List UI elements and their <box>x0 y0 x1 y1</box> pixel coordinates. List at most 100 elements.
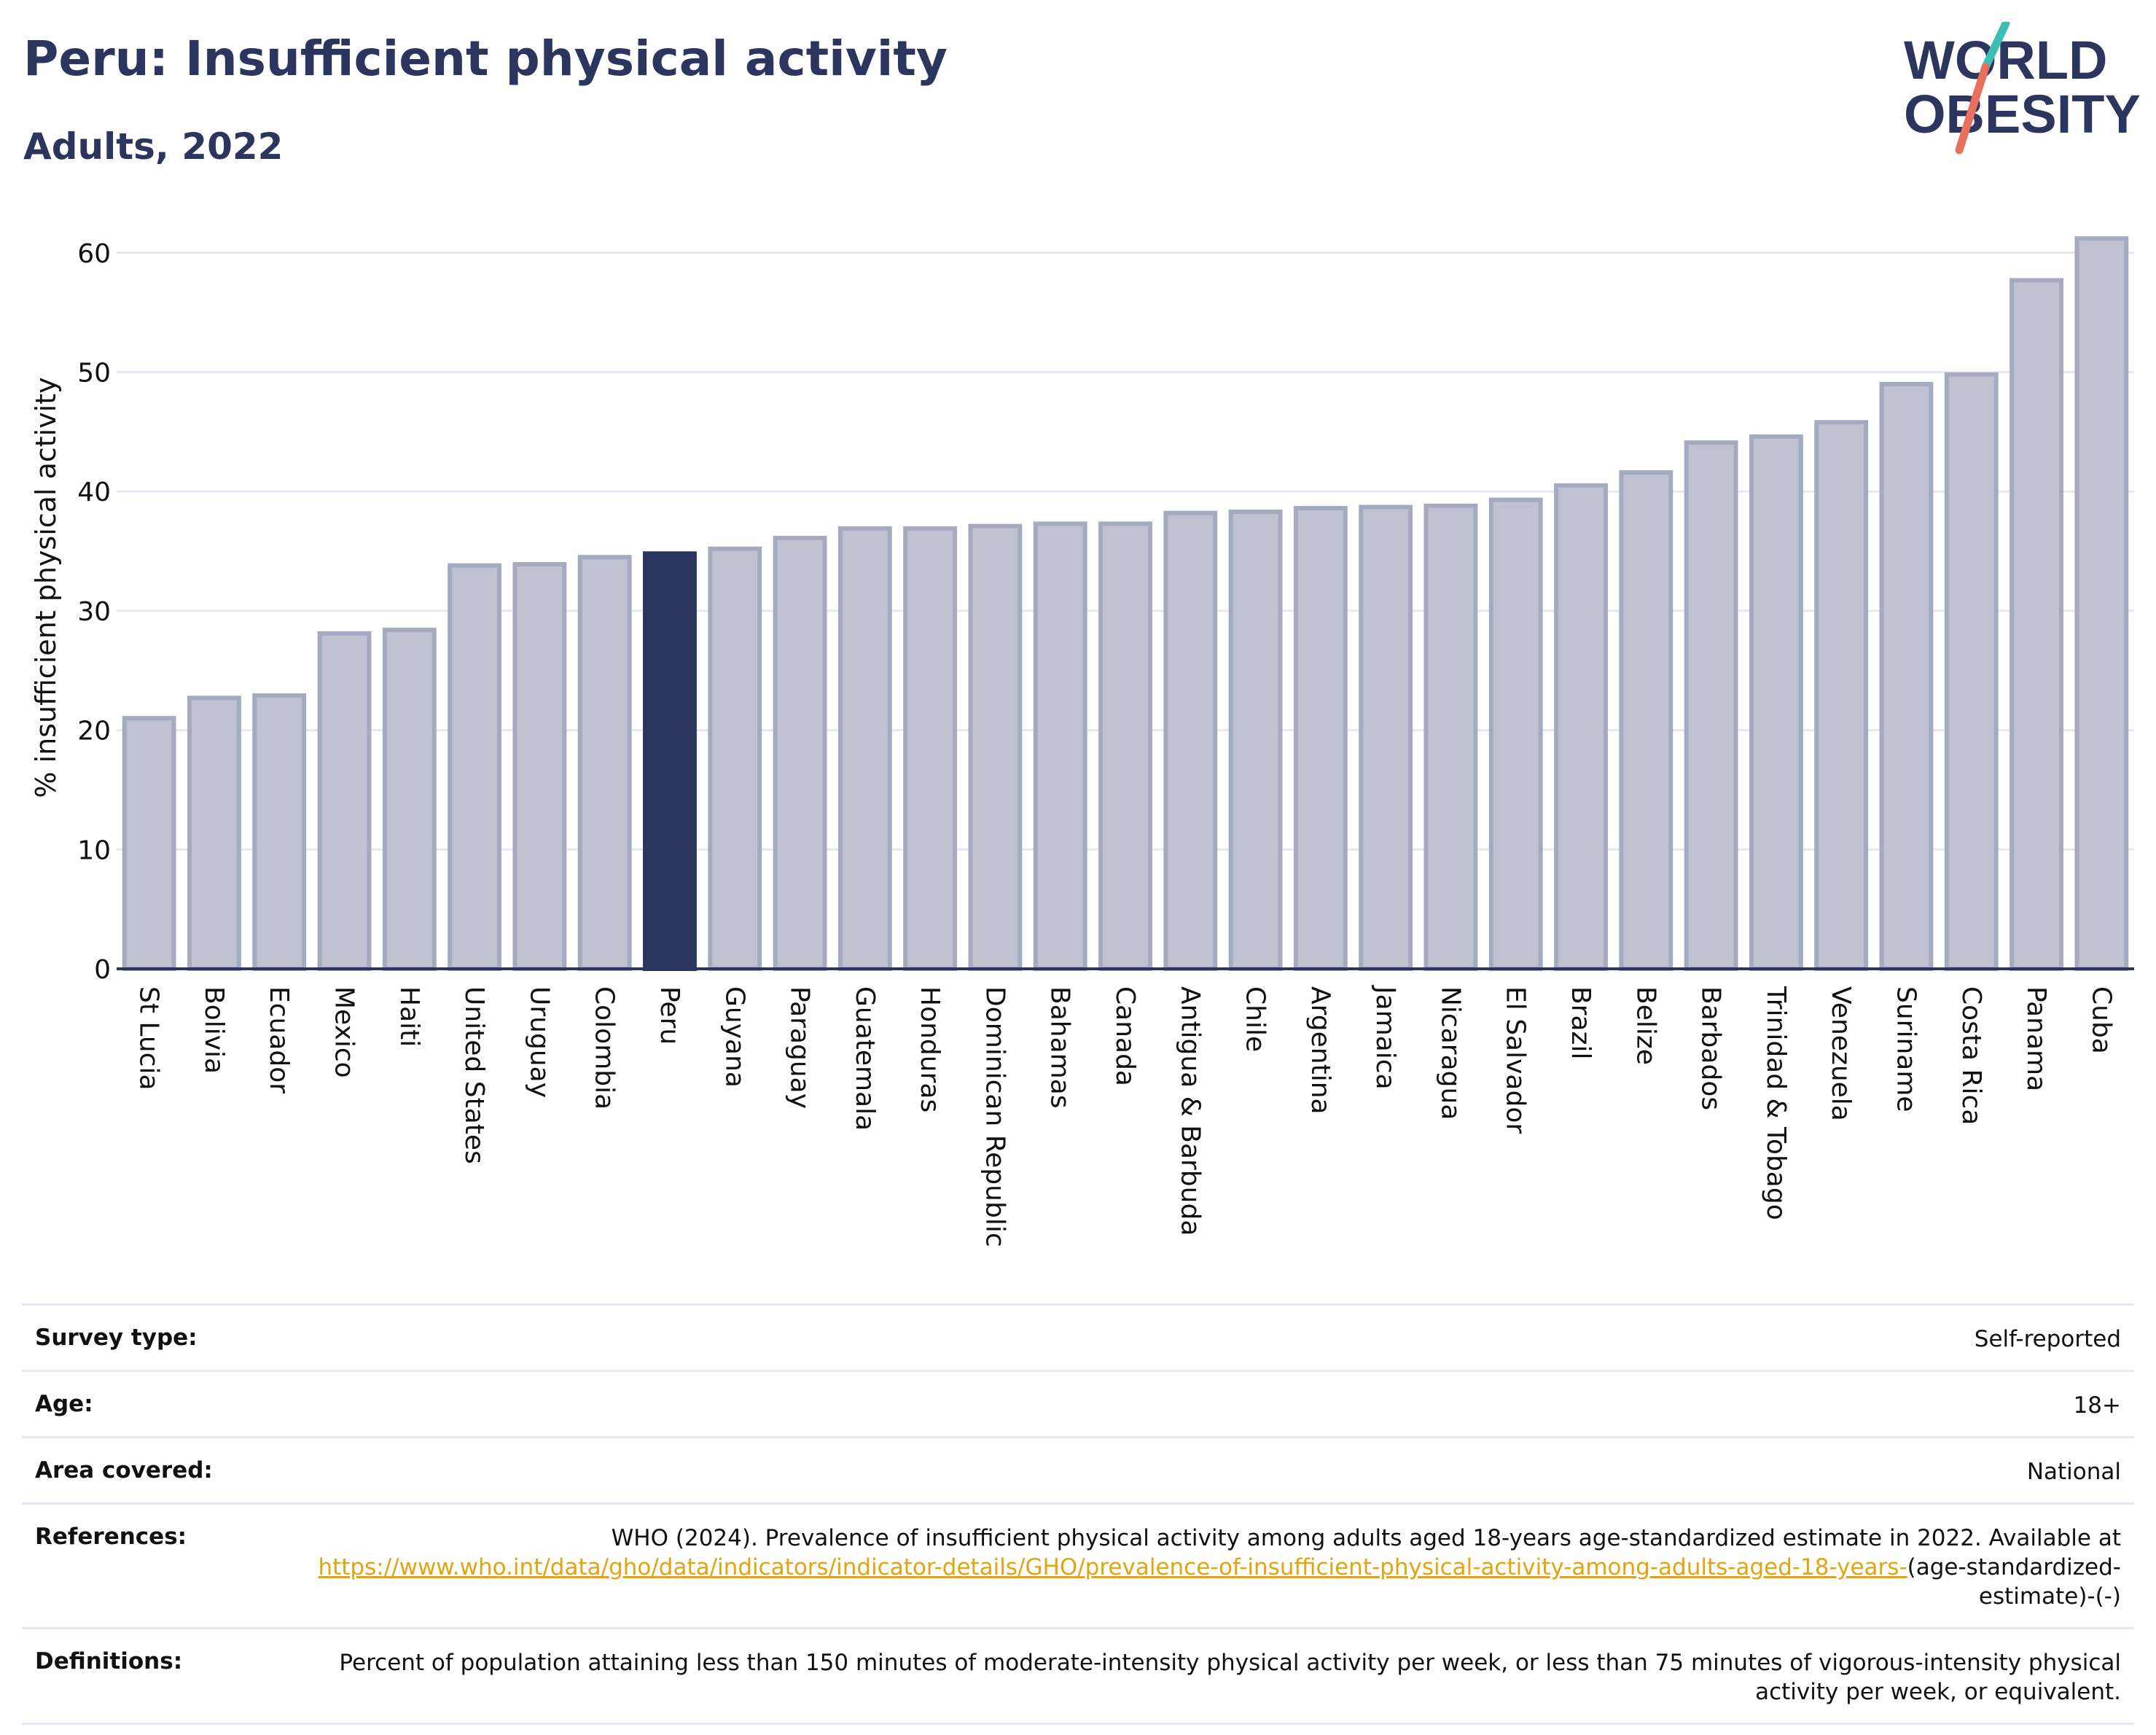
x-tick-label: Nicaragua <box>1435 986 1465 1120</box>
bar-dominican-republic <box>968 523 1023 971</box>
definitions-value: Percent of population attaining less tha… <box>339 1650 2121 1705</box>
x-tick-label: Guyana <box>719 986 749 1088</box>
x-tick-label: Uruguay <box>524 986 554 1098</box>
x-tick-label: Panama <box>2021 986 2051 1091</box>
bar-chart: 0 10 20 30 40 50 60 St Lucia Bolivia Ecuador Mexi… <box>30 236 2134 1247</box>
x-tick-label: Canada <box>1110 986 1140 1086</box>
bar-el-salvador <box>1488 497 1543 971</box>
bar-united-states <box>448 563 502 971</box>
bar-bolivia <box>187 695 241 971</box>
x-tick-labels: St Lucia Bolivia Ecuador Mexico Haiti United … <box>134 985 2117 1247</box>
bar-cuba <box>2074 236 2129 971</box>
x-tick-label: Cuba <box>2086 986 2116 1054</box>
bars <box>122 236 2129 971</box>
survey-type-label: Survey type: <box>35 1325 198 1351</box>
x-tick-label: Barbados <box>1696 986 1726 1110</box>
info-row-age: Age: 18+ <box>22 1370 2134 1436</box>
x-tick-label: St Lucia <box>134 986 164 1091</box>
y-tick-label: 40 <box>77 477 111 507</box>
y-tick-label: 60 <box>77 239 111 269</box>
bar-guyana <box>708 546 762 971</box>
definitions-label: Definitions: <box>35 1648 183 1674</box>
references-suffix: (age-standardized-estimate)-(-) <box>1907 1554 2121 1610</box>
age-label: Age: <box>35 1391 93 1417</box>
x-tick-label: Bahamas <box>1045 986 1075 1109</box>
references-text: WHO (2024). Prevalence of insufficient p… <box>611 1525 2121 1551</box>
bar-venezuela <box>1814 420 1869 971</box>
info-row-references: References: WHO (2024). Prevalence of in… <box>22 1502 2134 1627</box>
y-axis-label: % insufficient physical activity <box>30 377 62 798</box>
area-label: Area covered: <box>35 1457 213 1483</box>
bar-st-lucia <box>122 716 176 971</box>
area-value: National <box>2026 1459 2121 1485</box>
bar-peru <box>643 551 697 971</box>
info-table: Survey type: Self-reported Age: 18+ Area… <box>22 1303 2134 1725</box>
x-tick-label: Honduras <box>915 986 945 1112</box>
x-tick-label: Brazil <box>1566 986 1595 1059</box>
references-label: References: <box>35 1524 187 1550</box>
x-tick-label: Trinidad & Tobago <box>1761 986 1791 1220</box>
x-tick-label: Belize <box>1630 986 1660 1065</box>
bar-nicaragua <box>1423 503 1478 971</box>
logo-line2: OBESITY <box>1904 84 2141 144</box>
x-tick-label: Guatemala <box>850 986 880 1131</box>
bar-jamaica <box>1359 504 1413 971</box>
info-row-definitions: Definitions: Percent of population attai… <box>22 1627 2134 1725</box>
x-tick-label: Dominican Republic <box>980 986 1009 1247</box>
x-tick-label: Bolivia <box>199 986 229 1074</box>
bar-honduras <box>903 526 958 971</box>
x-tick-label: Jamaica <box>1370 985 1400 1090</box>
bar-panama <box>2009 278 2063 971</box>
page-subtitle: Adults, 2022 <box>23 125 284 168</box>
bar-barbados <box>1684 440 1738 971</box>
y-tick-label: 30 <box>77 597 111 627</box>
bar-belize <box>1619 470 1673 971</box>
age-value: 18+ <box>2073 1392 2121 1419</box>
logo-line1: WORLD <box>1904 30 2108 90</box>
page-title: Peru: Insufficient physical activity <box>23 31 948 87</box>
bar-colombia <box>577 555 632 971</box>
info-row-survey-type: Survey type: Self-reported <box>22 1303 2134 1370</box>
x-tick-label: Chile <box>1241 986 1270 1052</box>
bar-paraguay <box>773 536 827 971</box>
bar-antigua-barbuda <box>1163 510 1218 971</box>
bar-mexico <box>317 631 372 971</box>
x-tick-label: Ecuador <box>264 986 294 1093</box>
bar-haiti <box>382 628 437 971</box>
x-tick-label: Venezuela <box>1826 986 1856 1121</box>
x-tick-label: Mexico <box>329 986 359 1078</box>
references-value: WHO (2024). Prevalence of insufficient p… <box>284 1524 2121 1611</box>
x-tick-label: Argentina <box>1305 986 1335 1115</box>
bar-suriname <box>1879 381 1934 971</box>
bar-costa-rica <box>1944 372 1999 971</box>
x-tick-label: Peru <box>655 986 684 1045</box>
x-tick-label: United States <box>459 986 489 1164</box>
x-tick-label: El Salvador <box>1501 986 1531 1134</box>
x-tick-label: Haiti <box>394 986 424 1047</box>
x-tick-label: Colombia <box>590 986 620 1110</box>
bar-argentina <box>1293 506 1348 971</box>
bar-ecuador <box>252 693 307 971</box>
bar-canada <box>1098 521 1152 971</box>
survey-type-value: Self-reported <box>1974 1326 2121 1352</box>
x-tick-label: Suriname <box>1891 986 1921 1112</box>
y-tick-label: 0 <box>94 955 111 985</box>
references-link[interactable]: https://www.who.int/data/gho/data/indica… <box>318 1554 1907 1580</box>
logo-slash-red <box>1955 63 1990 155</box>
x-tick-label: Costa Rica <box>1956 986 1986 1125</box>
bar-uruguay <box>512 562 567 971</box>
logo-slash-teal <box>1981 22 2010 71</box>
x-tick-label: Paraguay <box>785 986 815 1109</box>
y-tick-labels: 0 10 20 30 40 50 60 <box>77 239 111 985</box>
y-tick-label: 20 <box>77 717 111 746</box>
bar-trinidad-tobago <box>1749 434 1803 971</box>
y-tick-label: 10 <box>77 835 111 865</box>
bar-chile <box>1228 510 1283 971</box>
info-row-area: Area covered: National <box>22 1436 2134 1502</box>
y-tick-label: 50 <box>77 359 111 389</box>
x-tick-label: Antigua & Barbuda <box>1175 986 1205 1236</box>
bar-brazil <box>1554 483 1608 971</box>
bar-bahamas <box>1033 521 1087 971</box>
bar-guatemala <box>837 526 892 971</box>
world-obesity-logo: WORLD OBESITY <box>1904 22 2141 155</box>
